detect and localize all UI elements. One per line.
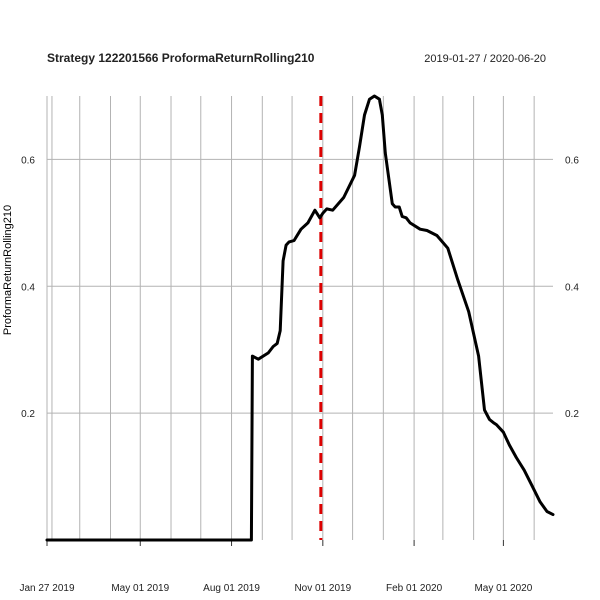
x-tick-label: Jan 27 2019 (19, 583, 74, 594)
y-tick-label-left: 0.2 (21, 409, 35, 420)
chart-title: Strategy 122201566 ProformaReturnRolling… (47, 51, 315, 65)
series-line (45, 94, 555, 542)
x-axis: Jan 27 2019 May 01 2019 Aug 01 2019 Nov 01 … (19, 540, 533, 594)
y-tick-label-right: 0.6 (565, 155, 579, 166)
x-tick-label: Aug 01 2019 (203, 583, 260, 594)
y-axis-label: ProformaReturnRolling210 (2, 205, 14, 335)
y-tick-label-left: 0.6 (21, 155, 35, 166)
date-range: 2019-01-27 / 2020-06-20 (424, 53, 546, 65)
x-tick-label: May 01 2019 (111, 583, 169, 594)
x-tick-label: Feb 01 2020 (386, 583, 443, 594)
y-tick-label-left: 0.4 (21, 282, 35, 293)
y-tick-label-right: 0.2 (565, 409, 579, 420)
y-axis: 0.2 0.2 0.4 0.4 0.6 0.6 (21, 155, 579, 420)
y-tick-label-right: 0.4 (565, 282, 579, 293)
plot-area (45, 94, 555, 542)
grid-lines (46, 96, 553, 540)
x-tick-label: Nov 01 2019 (294, 583, 351, 594)
x-tick-label: May 01 2020 (474, 583, 532, 594)
